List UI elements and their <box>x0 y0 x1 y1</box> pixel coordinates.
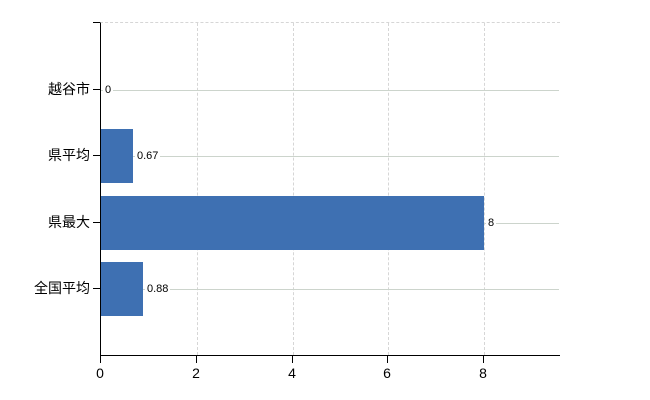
bar-value-label: 0.67 <box>135 149 161 163</box>
category-label: 越谷市 <box>48 81 90 97</box>
vertical-gridline <box>388 23 389 355</box>
category-label: 県平均 <box>48 147 90 163</box>
bar-value-label: 8 <box>486 216 497 230</box>
horizontal-gridline <box>101 289 559 290</box>
y-axis-tick <box>93 155 100 156</box>
y-axis-tick <box>93 22 100 23</box>
vertical-gridline <box>484 23 485 355</box>
y-axis-tick <box>93 89 100 90</box>
category-label: 県最大 <box>48 214 90 230</box>
bar <box>101 196 484 250</box>
x-axis-tick <box>387 356 388 363</box>
category-label: 全国平均 <box>34 280 90 296</box>
x-axis-tick <box>292 356 293 363</box>
y-axis-tick <box>93 222 100 223</box>
horizontal-gridline <box>101 90 559 91</box>
horizontal-gridline <box>101 156 559 157</box>
bar-value-label: 0 <box>103 83 114 97</box>
x-axis-tick <box>483 356 484 363</box>
x-axis-tick-label: 6 <box>383 365 391 381</box>
bar <box>101 129 133 183</box>
x-axis-tick-label: 4 <box>288 365 296 381</box>
x-axis-tick <box>100 356 101 363</box>
bar-value-label: 0.88 <box>145 282 171 296</box>
x-axis-tick <box>196 356 197 363</box>
x-axis-tick-label: 2 <box>192 365 200 381</box>
vertical-gridline <box>197 23 198 355</box>
y-axis-tick <box>93 288 100 289</box>
plot-area: 0 0.67 8 0.88 <box>100 22 560 356</box>
x-axis-tick-label: 8 <box>479 365 487 381</box>
vertical-gridline <box>293 23 294 355</box>
x-axis-tick-label: 0 <box>96 365 104 381</box>
bar <box>101 262 143 316</box>
